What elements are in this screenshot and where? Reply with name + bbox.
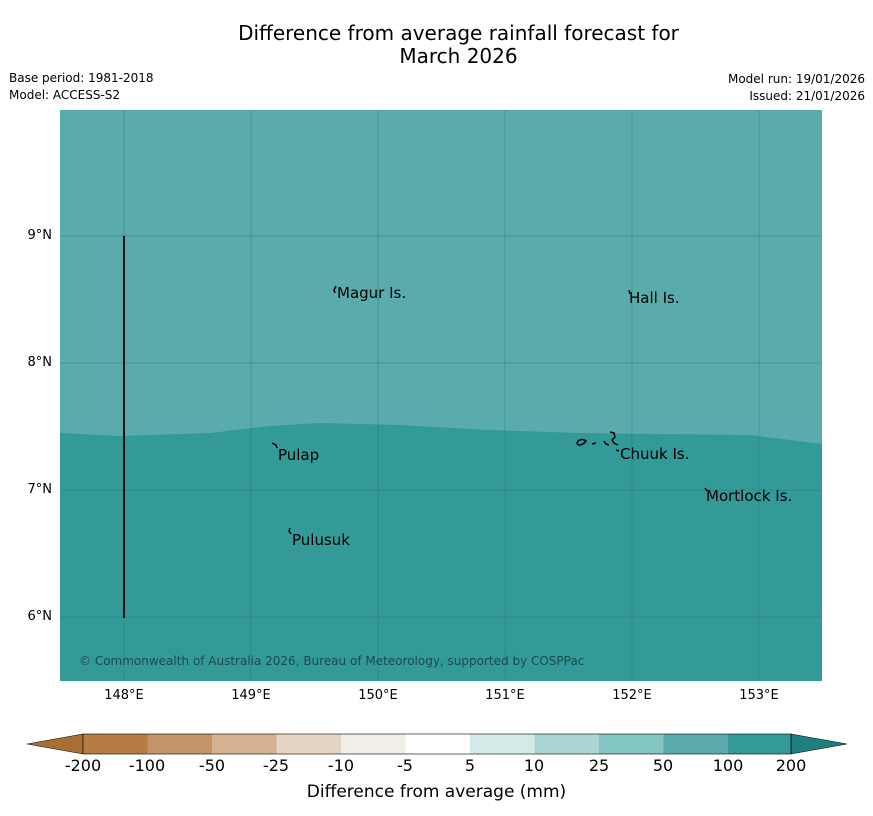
colorbar-swatch-5 (341, 734, 406, 754)
lat-tick-7: 7°N (27, 482, 53, 497)
colorbar-low-extend (26, 733, 84, 755)
lat-tick-9: 9°N (27, 228, 53, 243)
colorbar-swatch-2 (147, 734, 212, 754)
map-title: Difference from average rainfall forecas… (0, 22, 873, 68)
zone-100-200 (60, 423, 822, 681)
colorbar-high-extend (790, 733, 848, 755)
forecast-map: Magur Is. Hall Is. Pulap Chuuk Is. Mortl… (60, 110, 822, 681)
colorbar-label-5: -10 (327, 756, 355, 775)
meta-left: Base period: 1981-2018 Model: ACCESS-S2 (9, 70, 154, 104)
colorbar-swatch-6 (405, 734, 470, 754)
colorbar-label-9: 25 (588, 756, 610, 775)
colorbar-label-10: 50 (652, 756, 674, 775)
colorbar-outline (82, 733, 792, 755)
colorbar-label-7: 5 (464, 756, 476, 775)
issued-date: Issued: 21/01/2026 (749, 89, 865, 103)
lat-tick-6: 6°N (27, 609, 53, 624)
label-mortlock: Mortlock Is. (706, 487, 792, 505)
lat-tick-8: 8°N (27, 355, 53, 370)
magur-island-shape (333, 285, 337, 294)
pulusuk-island-shape (288, 527, 292, 535)
label-chuuk: Chuuk Is. (620, 445, 689, 463)
meta-right: Model run: 19/01/2026 Issued: 21/01/2026 (728, 71, 865, 105)
colorbar-title: Difference from average (mm) (306, 782, 567, 802)
mortlock-island-shape (704, 487, 708, 492)
colorbar-label-11: 100 (712, 756, 744, 775)
title-line-1: Difference from average rainfall forecas… (238, 21, 679, 45)
title-line-2: March 2026 (399, 44, 518, 68)
colorbar-swatch-11 (728, 734, 791, 754)
lon-tick-150: 150°E (358, 688, 398, 703)
colorbar-label-2: -100 (128, 756, 166, 775)
colorbar-label-6: -5 (397, 756, 413, 775)
lon-tick-149: 149°E (231, 688, 271, 703)
chuuk-lagoon-shape (576, 431, 620, 452)
colorbar-label-8: 10 (523, 756, 545, 775)
label-pulusuk: Pulusuk (292, 531, 350, 549)
colorbar-swatch-7 (470, 734, 535, 754)
lon-tick-151: 151°E (485, 688, 525, 703)
label-pulap: Pulap (278, 446, 319, 464)
colorbar-swatch-1 (83, 734, 148, 754)
map-svg: Magur Is. Hall Is. Pulap Chuuk Is. Mortl… (60, 110, 822, 681)
lon-tick-148: 148°E (104, 688, 144, 703)
label-hall: Hall Is. (629, 289, 680, 307)
colorbar-label-12: 200 (775, 756, 807, 775)
colorbar-label-1: -200 (64, 756, 102, 775)
hall-island-shape (628, 289, 631, 295)
colorbar-label-4: -25 (262, 756, 290, 775)
model-name: Model: ACCESS-S2 (9, 88, 121, 102)
colorbar (26, 733, 848, 755)
colorbar-swatch-9 (599, 734, 664, 754)
base-period: Base period: 1981-2018 (9, 71, 154, 85)
lon-tick-153: 153°E (739, 688, 779, 703)
island-markers (271, 285, 708, 535)
colorbar-label-3: -50 (198, 756, 226, 775)
graticule (60, 110, 822, 681)
lon-tick-152: 152°E (612, 688, 652, 703)
colorbar-swatch-4 (276, 734, 341, 754)
label-magur: Magur Is. (337, 284, 406, 302)
pulap-island-shape (271, 442, 278, 449)
copyright-notice: © Commonwealth of Australia 2026, Bureau… (79, 654, 584, 668)
colorbar-swatch-3 (212, 734, 277, 754)
colorbar-swatch-8 (534, 734, 599, 754)
model-run: Model run: 19/01/2026 (727, 72, 865, 86)
colorbar-swatch-10 (663, 734, 728, 754)
